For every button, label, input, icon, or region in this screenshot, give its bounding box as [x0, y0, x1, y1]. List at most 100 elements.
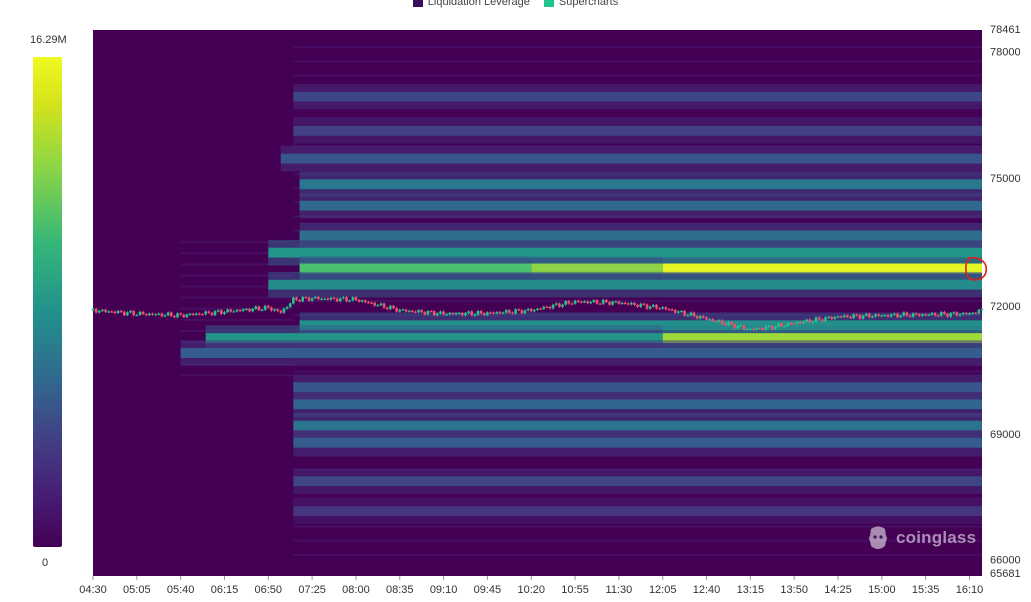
candle-body	[529, 308, 533, 312]
candle-body	[755, 328, 758, 330]
candle-body	[476, 311, 480, 315]
candle-body	[198, 313, 201, 315]
legend-item-liquidation-leverage[interactable]: Liquidation Leverage	[412, 0, 530, 8]
candle-body	[761, 328, 765, 330]
x-tick-label: 12:05	[649, 584, 677, 596]
candle-body	[567, 301, 571, 304]
candle-body	[241, 309, 245, 311]
candle-body	[642, 303, 646, 305]
candle-body	[955, 312, 959, 316]
candle-body	[868, 313, 871, 318]
candle-body	[298, 299, 301, 302]
y-axis: 78461 78000 75000 72000 69000 66000 65681	[990, 24, 1021, 580]
candle-body	[858, 315, 862, 319]
x-tick-label: 08:35	[386, 584, 414, 596]
candle-body	[169, 312, 173, 316]
candle-body	[564, 301, 567, 305]
heatmap-texture-line	[180, 318, 294, 321]
candle-body	[395, 308, 398, 312]
candle-body	[936, 315, 940, 317]
x-tick-label: 06:50	[255, 584, 283, 596]
candle-body	[614, 301, 618, 303]
candle-body	[454, 313, 458, 315]
x-tick-label: 13:15	[737, 584, 765, 596]
candle-body	[382, 303, 386, 308]
candle-body	[736, 325, 740, 329]
candle-body	[123, 311, 126, 316]
liquidation-band	[299, 179, 982, 190]
candle-body	[980, 309, 984, 311]
heatmap-background	[93, 30, 983, 576]
candle-body	[952, 312, 956, 314]
liquidation-band	[293, 91, 983, 102]
y-tick-label: 75000	[990, 173, 1021, 185]
candle-body	[504, 310, 508, 313]
candle-body	[119, 310, 123, 313]
candle-body	[467, 311, 470, 314]
legend-swatch	[412, 0, 423, 7]
candle-body	[905, 312, 909, 316]
candle-body	[439, 311, 442, 314]
candle-body	[216, 310, 220, 312]
candle-body	[404, 309, 408, 312]
candle-body	[470, 311, 474, 316]
candle-body	[176, 313, 179, 318]
candle-body	[730, 322, 733, 325]
liquidation-band	[180, 348, 982, 358]
candle-body	[307, 297, 311, 301]
liquidation-band	[662, 333, 982, 343]
candle-body	[833, 317, 837, 319]
candle-body	[702, 316, 705, 318]
candle-body	[893, 313, 896, 315]
candle-body	[805, 319, 809, 322]
candle-body	[595, 300, 599, 304]
candle-body	[223, 312, 226, 314]
candle-body	[683, 310, 686, 316]
candle-body	[432, 311, 436, 316]
candle-body	[260, 309, 264, 312]
x-tick-label: 09:45	[474, 584, 502, 596]
candle-body	[266, 305, 270, 308]
heatmap-texture-line	[293, 74, 983, 77]
x-tick-label: 05:40	[167, 584, 195, 596]
heatmap-texture-line	[180, 263, 294, 266]
legend-label: Supercharts	[558, 0, 619, 8]
candle-body	[248, 308, 251, 312]
candle-body	[896, 313, 899, 318]
liquidation-band	[268, 279, 982, 290]
candle-body	[282, 308, 286, 313]
candle-body	[724, 323, 727, 326]
candle-body	[407, 310, 411, 312]
candle-body	[680, 310, 683, 313]
candle-body	[254, 306, 258, 309]
candle-body	[442, 311, 445, 315]
candle-body	[852, 314, 855, 318]
candle-body	[742, 325, 746, 330]
liquidation-band	[293, 382, 983, 393]
y-tick-label: 72000	[990, 301, 1021, 313]
candle-body	[151, 313, 154, 315]
candle-body	[332, 297, 336, 299]
candle-body	[839, 316, 843, 318]
candle-body	[517, 309, 521, 311]
x-tick-label: 15:35	[912, 584, 940, 596]
heatmap-texture-line	[293, 525, 983, 528]
liquidation-bands	[180, 83, 983, 524]
liquidation-band	[293, 399, 983, 410]
candle-body	[166, 312, 170, 316]
candle-body	[592, 300, 596, 302]
candle-body	[796, 322, 799, 324]
candle-body	[473, 314, 477, 316]
candle-body	[930, 313, 934, 315]
candle-body	[345, 297, 348, 302]
candle-body	[154, 314, 157, 316]
legend-item-supercharts[interactable]: Supercharts	[543, 0, 619, 8]
candle-body	[426, 311, 430, 315]
candle-body	[420, 310, 423, 313]
liquidation-band	[662, 263, 982, 274]
candle-body	[883, 315, 887, 317]
candle-body	[129, 310, 132, 313]
candle-body	[489, 312, 492, 314]
watermark-text: coinglass	[896, 528, 977, 547]
